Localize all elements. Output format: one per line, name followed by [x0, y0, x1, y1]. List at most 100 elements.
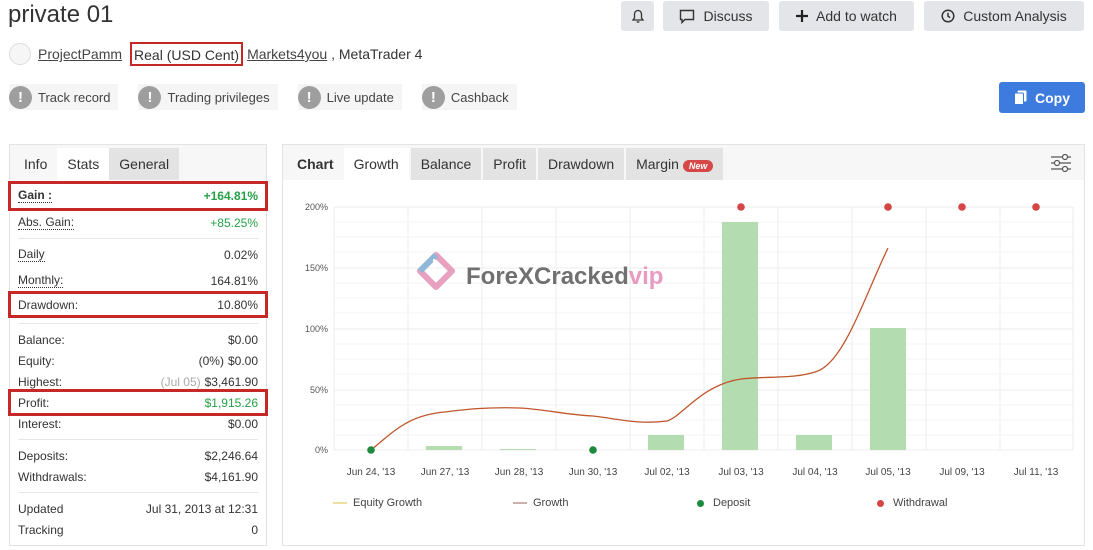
divider: [18, 439, 258, 440]
growth-line: [370, 247, 889, 451]
account-subtitle: ProjectPamm Real (USD Cent) Markets4you …: [9, 42, 423, 66]
stat-balance: Balance: $0.00: [18, 329, 258, 350]
tab-margin[interactable]: Margin New: [626, 148, 724, 180]
legend-deposit[interactable]: Deposit: [697, 497, 750, 509]
badge-label: Track record: [38, 89, 111, 105]
deposits-value: $2,246.64: [204, 448, 258, 463]
tab-growth[interactable]: Growth: [343, 148, 409, 180]
copy-label: Copy: [1035, 89, 1070, 106]
discuss-button[interactable]: Discuss: [663, 1, 769, 31]
stat-withdrawals: Withdrawals: $4,161.90: [18, 466, 258, 487]
add-to-watch-button[interactable]: Add to watch: [779, 1, 914, 31]
platform-name: MetaTrader 4: [338, 46, 423, 62]
watermark-accent: vip: [628, 263, 664, 290]
exclamation-icon: !: [297, 85, 321, 109]
svg-text:Jun 28, '13: Jun 28, '13: [495, 467, 544, 478]
updated-label: Updated: [18, 501, 64, 516]
exclamation-icon: !: [421, 85, 445, 109]
balance-value: $0.00: [227, 332, 258, 347]
legend-label: Equity Growth: [353, 497, 423, 509]
legend-dot-icon: [697, 499, 704, 507]
copy-button[interactable]: Copy: [999, 82, 1085, 113]
watermark-main: ForeXCracked: [466, 263, 629, 290]
platform-separator: ,: [327, 46, 339, 62]
badge-track-record[interactable]: ! Track record: [9, 84, 119, 110]
tracking-value: 0: [251, 522, 258, 537]
x-axis-labels: Jun 24, '13 Jun 27, '13 Jun 28, '13 Jun …: [347, 467, 1059, 478]
abs-gain-value: +85.25%: [210, 215, 258, 230]
legend-label: Growth: [533, 497, 569, 509]
tab-drawdown[interactable]: Drawdown: [537, 148, 625, 180]
tab-info[interactable]: Info: [14, 148, 58, 180]
exclamation-icon: !: [138, 85, 162, 109]
monthly-label[interactable]: Monthly:: [18, 272, 64, 288]
custom-analysis-label: Custom Analysis: [963, 8, 1067, 24]
legend-equity-growth[interactable]: Equity Growth: [333, 497, 422, 509]
interest-value: $0.00: [227, 416, 258, 431]
badge-trading-privileges[interactable]: ! Trading privileges: [138, 84, 278, 110]
gain-label[interactable]: Gain :: [18, 188, 53, 203]
equity-growth-bars: [426, 222, 906, 450]
owner-link[interactable]: ProjectPamm: [38, 46, 123, 62]
clock-icon: [941, 9, 955, 23]
stat-abs-gain: Abs. Gain: +85.25%: [18, 212, 258, 233]
daily-label[interactable]: Daily: [18, 246, 45, 262]
svg-text:Jul 11, '13: Jul 11, '13: [1014, 467, 1059, 478]
bell-icon: [631, 9, 644, 23]
legend-line-icon: [333, 502, 347, 504]
tab-stats[interactable]: Stats: [57, 148, 110, 180]
drawdown-value: 10.80%: [217, 297, 258, 312]
tab-chart: Chart: [287, 148, 344, 180]
balance-label: Balance:: [18, 332, 65, 347]
divider: [18, 323, 258, 324]
y-axis-labels: 200% 150% 100% 50% 0%: [305, 202, 328, 455]
broker-link[interactable]: Markets4you: [247, 46, 328, 62]
legend-label: Deposit: [713, 497, 751, 509]
plus-icon: [796, 10, 809, 22]
svg-text:Jun 30, '13: Jun 30, '13: [569, 467, 618, 478]
badge-label: Cashback: [450, 89, 509, 105]
svg-text:200%: 200%: [305, 202, 328, 212]
divider: [18, 238, 258, 239]
tab-general[interactable]: General: [109, 148, 180, 180]
svg-text:Jul 09, '13: Jul 09, '13: [939, 467, 985, 478]
withdrawal-markers: [737, 203, 1040, 211]
deposits-label: Deposits:: [18, 448, 69, 463]
watermark-logo: [417, 252, 455, 290]
abs-gain-label[interactable]: Abs. Gain:: [18, 214, 75, 230]
profit-value: $1,915.26: [204, 395, 258, 410]
highest-value: $3,461.90: [204, 374, 258, 389]
page-title: private 01: [8, 1, 114, 28]
tab-profit[interactable]: Profit: [483, 148, 536, 180]
margin-label: Margin: [636, 156, 679, 172]
equity-value: $0.00: [227, 353, 258, 368]
legend-growth[interactable]: Growth: [513, 497, 568, 509]
svg-text:Jun 24, '13: Jun 24, '13: [347, 467, 396, 478]
chart-gridlines: [333, 206, 1074, 451]
withdrawals-label: Withdrawals:: [18, 469, 87, 484]
notify-button[interactable]: [621, 1, 654, 31]
badge-cashback[interactable]: ! Cashback: [421, 84, 517, 110]
add-to-watch-label: Add to watch: [816, 8, 897, 24]
drawdown-label: Drawdown:: [18, 297, 79, 312]
stat-daily: Daily 0.02%: [18, 244, 258, 265]
account-type: Real (USD Cent): [130, 42, 244, 66]
withdrawals-value: $4,161.90: [204, 469, 258, 484]
svg-text:50%: 50%: [310, 385, 328, 395]
legend-line-icon: [513, 502, 527, 504]
badge-label: Live update: [326, 89, 394, 105]
tab-balance[interactable]: Balance: [410, 148, 482, 180]
custom-analysis-button[interactable]: Custom Analysis: [924, 1, 1084, 31]
owner-avatar[interactable]: [9, 43, 31, 65]
watermark-text: ForeXCrackedvip: [466, 263, 663, 291]
discuss-label: Discuss: [703, 8, 753, 24]
tracking-label: Tracking: [18, 522, 64, 537]
chart-settings-button[interactable]: [1050, 153, 1072, 177]
svg-text:Jul 05, '13: Jul 05, '13: [865, 467, 911, 478]
legend-withdrawal[interactable]: Withdrawal: [877, 497, 947, 509]
new-badge: New: [682, 160, 714, 172]
daily-value: 0.02%: [223, 247, 258, 262]
sliders-icon: [1051, 153, 1071, 173]
deposit-markers: [367, 446, 597, 454]
badge-live-update[interactable]: ! Live update: [297, 84, 402, 110]
